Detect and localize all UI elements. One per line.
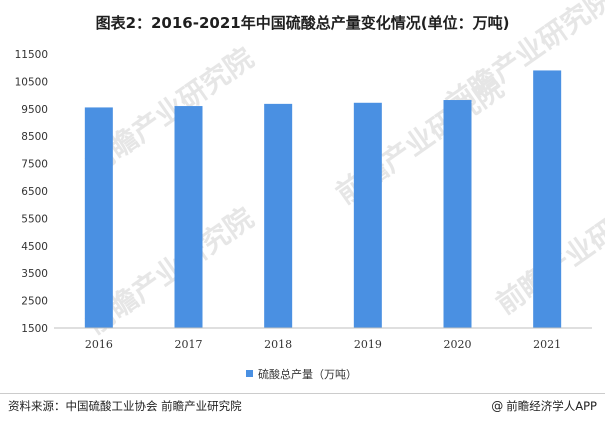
bar-2021[interactable] — [533, 70, 562, 328]
x-tick-label: 2020 — [444, 338, 472, 351]
footer-divider — [0, 393, 605, 394]
y-tick-label: 8500 — [21, 131, 48, 143]
at-icon: @ — [491, 399, 504, 413]
chart-title: 图表2：2016-2021年中国硫酸总产量变化情况(单位：万吨) — [95, 14, 510, 32]
x-axis: 2016 2017 2018 2019 2020 2021 — [54, 327, 592, 351]
y-tick-label: 11500 — [15, 49, 48, 61]
brand-credit[interactable]: @ 前瞻经济学人APP — [491, 398, 597, 414]
x-tick-label: 2021 — [533, 338, 561, 351]
y-tick-label: 5500 — [21, 213, 48, 225]
bar-2019[interactable] — [353, 102, 382, 328]
x-tick-label: 2017 — [175, 338, 203, 351]
legend: 硫酸总产量（万吨） — [246, 367, 357, 381]
x-tick-label: 2016 — [85, 338, 113, 351]
bar-series — [84, 70, 562, 329]
source-note: 资料来源：中国硫酸工业协会 前瞻产业研究院 — [8, 399, 242, 413]
y-tick-label: 3500 — [21, 268, 48, 280]
watermark-layer: 前瞻产业研究院前瞻产业研究院前瞻产业研究院前瞻产业研究院前瞻产业研究院 — [80, 0, 605, 341]
y-tick-label: 10500 — [15, 76, 48, 88]
bar-2016[interactable] — [84, 107, 113, 329]
legend-swatch — [246, 370, 253, 377]
bar-2020[interactable] — [443, 100, 472, 328]
y-tick-label: 7500 — [21, 159, 48, 171]
y-tick-label: 6500 — [21, 186, 48, 198]
brand-name: 前瞻经济学人APP — [506, 399, 597, 413]
y-tick-label: 4500 — [21, 241, 48, 253]
y-tick-label: 2500 — [21, 296, 48, 308]
bar-2017[interactable] — [174, 106, 203, 328]
x-tick-label: 2018 — [264, 338, 292, 351]
y-axis: 1500 2500 3500 4500 5500 6500 7500 8500 9500 1050… — [15, 49, 48, 335]
bar-2018[interactable] — [264, 103, 293, 328]
x-tick-label: 2019 — [354, 338, 382, 351]
legend-label: 硫酸总产量（万吨） — [258, 367, 357, 381]
y-tick-label: 1500 — [21, 323, 48, 335]
y-tick-label: 9500 — [21, 104, 48, 116]
